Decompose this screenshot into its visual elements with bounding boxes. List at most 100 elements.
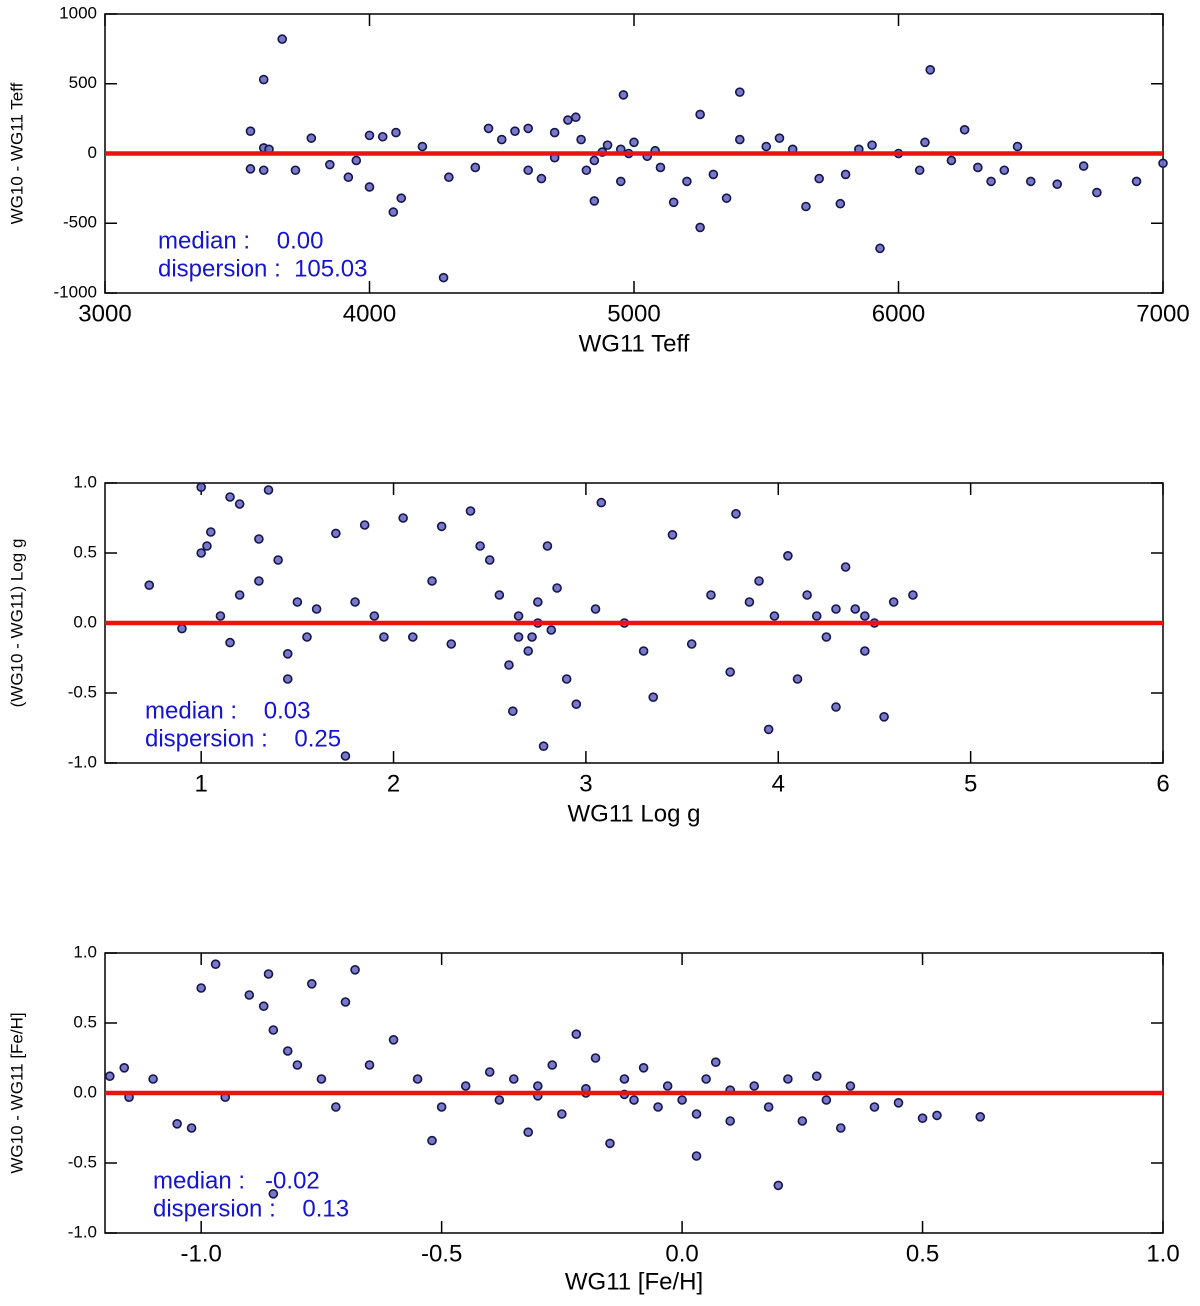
point — [682, 176, 692, 187]
point — [292, 597, 303, 607]
x-tick-label: -0.5 — [421, 1240, 462, 1267]
point — [695, 222, 705, 233]
point — [351, 155, 362, 166]
annotation: median : 0.00 — [158, 227, 323, 254]
point — [350, 597, 360, 607]
point — [571, 112, 581, 123]
point — [542, 541, 553, 551]
point — [119, 1063, 130, 1073]
point — [359, 520, 370, 530]
point — [869, 1102, 880, 1112]
point — [590, 1053, 601, 1063]
point — [589, 196, 600, 206]
point — [734, 134, 745, 145]
point — [538, 741, 549, 752]
point — [331, 1102, 341, 1112]
point — [814, 173, 824, 184]
annotation: median : -0.02 — [153, 1167, 320, 1194]
point — [731, 508, 741, 519]
point — [769, 611, 780, 621]
point — [725, 667, 735, 677]
point — [306, 978, 317, 989]
point — [316, 1074, 327, 1084]
point — [343, 172, 354, 183]
point — [475, 541, 485, 551]
point — [391, 127, 401, 138]
point — [412, 1074, 423, 1084]
point — [533, 1081, 543, 1091]
point — [436, 1102, 447, 1112]
point — [460, 1081, 471, 1091]
point — [210, 959, 221, 970]
point — [470, 162, 481, 173]
point — [546, 625, 557, 635]
point — [302, 632, 312, 642]
point — [629, 1095, 639, 1105]
y-tick-label: 0.5 — [73, 1012, 97, 1031]
y-axis-label: WG10 - WG11 Teff — [7, 82, 26, 224]
point — [653, 1102, 663, 1112]
point — [677, 1095, 687, 1105]
point — [277, 34, 288, 44]
point — [196, 482, 206, 493]
point — [364, 1060, 375, 1070]
point — [986, 176, 996, 187]
point — [547, 1060, 558, 1070]
point — [686, 639, 697, 649]
point — [483, 123, 494, 134]
point — [552, 583, 562, 593]
point — [691, 1109, 702, 1119]
point — [638, 646, 649, 656]
point — [273, 555, 283, 565]
x-tick-label: 5000 — [607, 300, 660, 327]
point — [811, 1071, 822, 1081]
point — [959, 124, 970, 135]
x-tick-label: 5 — [964, 770, 977, 797]
point — [1012, 141, 1023, 152]
point — [893, 1098, 904, 1108]
point — [508, 1074, 519, 1084]
x-tick-label: 2 — [387, 770, 400, 797]
point — [821, 632, 832, 642]
point — [831, 702, 841, 712]
y-tick-label: 0.0 — [73, 1082, 97, 1101]
point — [377, 131, 388, 142]
point — [879, 711, 889, 722]
y-tick-label: -1000 — [54, 282, 97, 301]
point — [561, 674, 572, 684]
y-tick-label: -1.0 — [68, 1222, 97, 1241]
point — [417, 141, 428, 152]
point — [263, 969, 274, 979]
point — [427, 1135, 437, 1146]
point — [504, 660, 514, 670]
point — [446, 639, 457, 649]
point — [783, 1074, 793, 1084]
y-tick-label: 1.0 — [73, 472, 97, 491]
point — [398, 513, 408, 523]
point — [510, 126, 520, 136]
point — [710, 1057, 721, 1067]
point — [618, 90, 629, 100]
annotation: dispersion : 0.25 — [145, 725, 341, 752]
point — [379, 632, 389, 642]
point — [527, 632, 537, 642]
x-tick-label: 4000 — [343, 300, 396, 327]
point — [177, 623, 187, 634]
point — [725, 1116, 735, 1126]
point — [331, 528, 341, 539]
y-tick-label: -0.5 — [68, 682, 97, 701]
point — [840, 562, 851, 572]
point — [662, 1081, 673, 1091]
point — [773, 1180, 784, 1191]
point — [340, 751, 351, 761]
point — [494, 1095, 505, 1105]
x-tick-label: 1 — [195, 770, 208, 797]
point — [508, 706, 518, 717]
point — [1092, 187, 1102, 198]
point — [388, 207, 399, 217]
point — [908, 590, 918, 600]
point — [860, 611, 870, 621]
point — [875, 243, 885, 254]
point — [821, 1095, 832, 1105]
